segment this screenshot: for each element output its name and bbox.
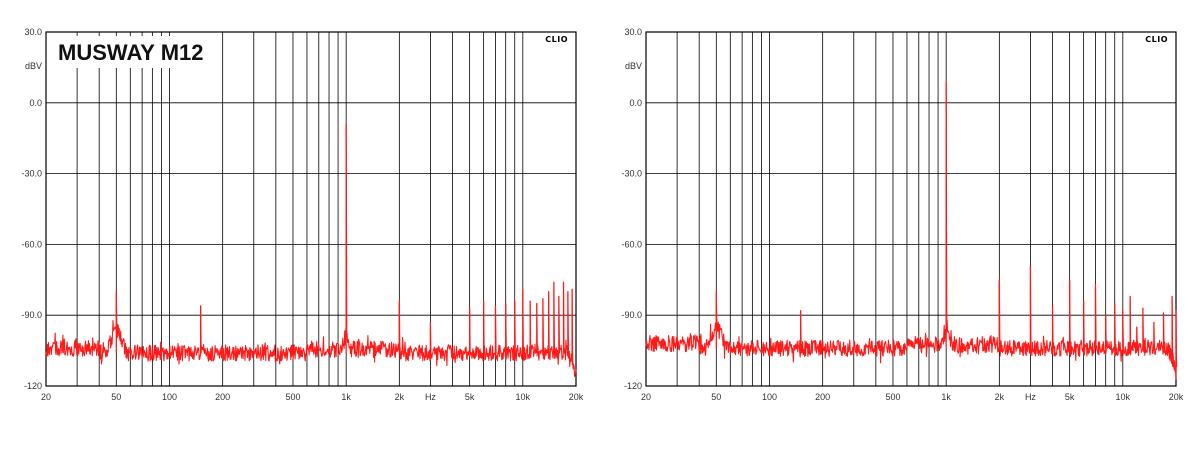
plot-frame — [45, 31, 577, 387]
x-tick-label: 50 — [111, 392, 121, 402]
x-tick-label: 2k — [395, 392, 405, 402]
x-tick-labels: 20 50 100 200 500 1k 2k 5k 10k 20k — [641, 392, 1184, 402]
y-tick-labels: 30.0 0.0 -30.0 -60.0 -90.0 -120 — [21, 27, 42, 391]
x-tick-labels: 20 50 100 200 500 1k 2k 5k 10k 20k — [41, 392, 584, 402]
x-tick-label: 200 — [215, 392, 230, 402]
x-tick-label: 500 — [285, 392, 300, 402]
x-tick-label: 5k — [465, 392, 475, 402]
x-tick-label: 50 — [711, 392, 721, 402]
y-tick-label: 0.0 — [29, 98, 42, 108]
brand-label: CLIO — [545, 35, 568, 44]
x-tick-label: 100 — [762, 392, 777, 402]
x-axis-unit-label: Hz — [425, 392, 436, 402]
x-tick-label: 20k — [1169, 392, 1184, 402]
y-tick-label: -120 — [24, 381, 42, 391]
y-tick-labels: 30.0 0.0 -30.0 -60.0 -90.0 -120 — [621, 27, 642, 391]
x-tick-label: 20k — [569, 392, 584, 402]
x-tick-label: 10k — [1116, 392, 1131, 402]
plot-frame — [645, 31, 1177, 387]
y-tick-label: 30.0 — [624, 27, 642, 37]
x-tick-label: 20 — [641, 392, 651, 402]
peak-marks — [115, 124, 573, 353]
x-tick-label: 500 — [885, 392, 900, 402]
chart-panel-1: 30.0 0.0 -30.0 -60.0 -90.0 -120 dBV 20 50 100 200 5… — [21, 27, 583, 402]
y-tick-label: -60.0 — [621, 239, 642, 249]
x-gridlines — [676, 32, 1124, 386]
spectrum-trace — [645, 81, 1178, 380]
x-tick-label: 1k — [341, 392, 351, 402]
brand-label: CLIO — [1145, 35, 1168, 44]
y-axis-label: dBV — [25, 61, 42, 71]
x-axis-unit-label: Hz — [1025, 392, 1036, 402]
x-tick-label: 200 — [815, 392, 830, 402]
spectrum-trace — [45, 123, 577, 377]
y-tick-label: -30.0 — [621, 169, 642, 179]
x-gridlines — [76, 32, 524, 386]
x-tick-label: 2k — [995, 392, 1005, 402]
x-tick-label: 10k — [516, 392, 531, 402]
y-tick-label: 30.0 — [24, 27, 42, 37]
y-tick-label: -90.0 — [621, 310, 642, 320]
x-tick-label: 5k — [1065, 392, 1075, 402]
y-tick-label: -90.0 — [21, 310, 42, 320]
chart-title: MUSWAY M12 — [58, 40, 204, 65]
peak-marks — [715, 81, 1177, 349]
y-gridlines — [46, 31, 576, 387]
y-tick-label: -120 — [624, 381, 642, 391]
title-background — [54, 36, 214, 68]
y-tick-label: -60.0 — [21, 239, 42, 249]
y-tick-label: -30.0 — [21, 169, 42, 179]
x-tick-label: 20 — [41, 392, 51, 402]
y-axis-label: dBV — [625, 61, 642, 71]
y-tick-label: 0.0 — [629, 98, 642, 108]
x-tick-label: 1k — [941, 392, 951, 402]
chart-panel-2: 30.0 0.0 -30.0 -60.0 -90.0 -120 dBV 20 50 100 200 5… — [621, 27, 1183, 402]
x-tick-label: 100 — [162, 392, 177, 402]
